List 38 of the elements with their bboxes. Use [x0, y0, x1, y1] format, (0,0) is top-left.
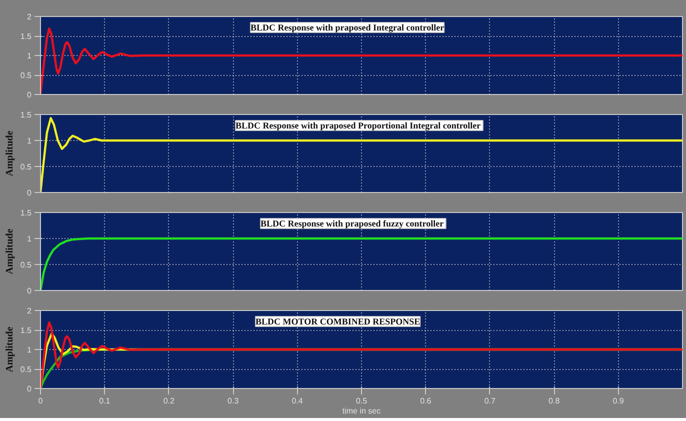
x-tick-label: 0.1 [99, 396, 111, 406]
y-tick-label: 0.5 [20, 71, 32, 80]
x-tick-label: 0.3 [228, 396, 240, 406]
y-tick-label: 2 [27, 306, 32, 316]
y-tick-label: 1.5 [20, 208, 32, 218]
y-axis-title: Amplitude [4, 228, 16, 274]
x-tick-label: 0.9 [612, 396, 624, 406]
y-tick-label: 0.5 [20, 162, 32, 172]
line-series [40, 237, 682, 290]
x-tick-label: 0 [38, 396, 44, 406]
y-axis-title: Amplitude [4, 130, 16, 176]
y-tick-label: 0.5 [20, 260, 32, 270]
y-tick-label: 0 [27, 286, 32, 296]
y-tick-label: 0 [27, 188, 32, 198]
y-tick-label: 2 [27, 12, 32, 22]
y-tick-label: 1.5 [20, 32, 32, 41]
x-tick-label: 0.5 [356, 396, 368, 406]
x-tick-label: 0.4 [292, 396, 304, 406]
y-tick-label: 0 [27, 384, 32, 394]
line-series [40, 117, 682, 192]
x-tick-label: 0.2 [163, 396, 176, 406]
x-tick-label: 0.6 [420, 396, 432, 406]
y-tick-label: 1.5 [20, 326, 32, 335]
y-axis-title: Amplitude [4, 326, 16, 372]
y-tick-label: 1 [27, 136, 32, 146]
y-tick-label: 1.5 [20, 110, 32, 120]
y-tick-label: 0 [27, 90, 32, 100]
text: BLDC MOTOR COMBINED RESPONSE [256, 316, 420, 326]
y-tick-label: 1 [27, 234, 32, 244]
text: BLDC Response with praposed Integral controller [250, 22, 444, 32]
x-axis-title: time in sec [342, 406, 381, 416]
y-tick-label: 0.5 [20, 365, 32, 374]
text: BLDC Response with praposed Proportional Integral controller [236, 120, 481, 130]
y-tick-label: 1 [27, 346, 32, 354]
text: BLDC Response with praposed fuzzy controller [260, 218, 444, 228]
x-tick-label: 0.7 [484, 396, 496, 406]
y-tick-label: 1 [27, 52, 32, 60]
x-tick-label: 0.8 [548, 396, 560, 406]
